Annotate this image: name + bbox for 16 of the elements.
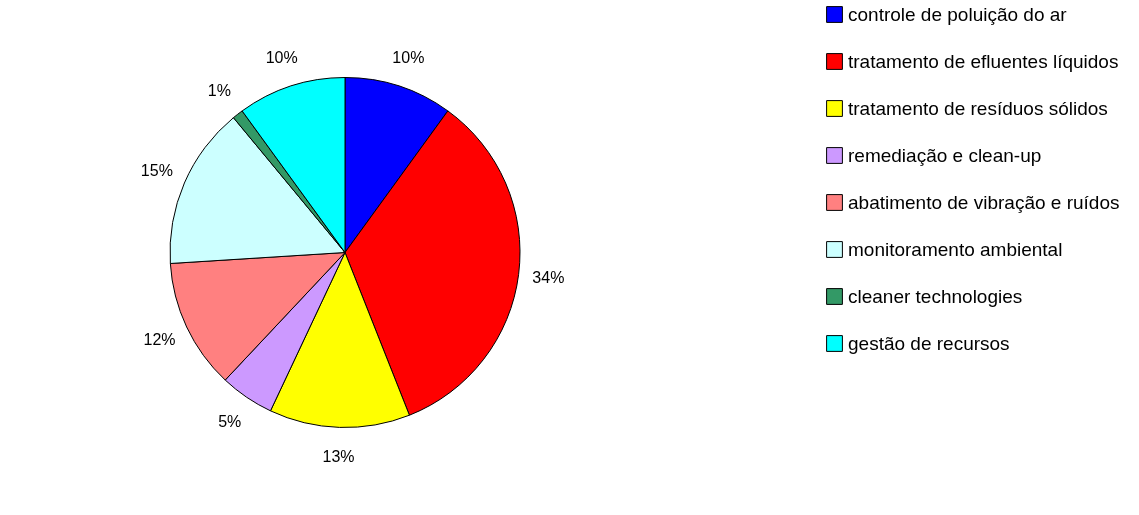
data-label: 15% <box>140 162 173 180</box>
data-label: 10% <box>265 48 298 66</box>
legend-label: gestão de recursos <box>848 332 1010 354</box>
data-label: 13% <box>322 448 355 466</box>
data-label: 10% <box>392 48 425 66</box>
legend-label: remediação e clean-up <box>848 144 1042 166</box>
legend-label: abatimento de vibração e ruídos <box>848 191 1120 213</box>
legend-label: controle de poluição do ar <box>848 3 1068 25</box>
legend-label: tratamento de efluentes líquidos <box>848 50 1119 72</box>
legend-label: monitoramento ambiental <box>848 238 1063 260</box>
legend-label: cleaner technologies <box>848 285 1023 307</box>
data-label: 34% <box>532 269 565 287</box>
legend-label: tratamento de resíduos sólidos <box>848 97 1108 119</box>
data-label: 1% <box>207 81 231 99</box>
data-label: 12% <box>143 330 176 348</box>
data-label: 5% <box>218 413 242 431</box>
